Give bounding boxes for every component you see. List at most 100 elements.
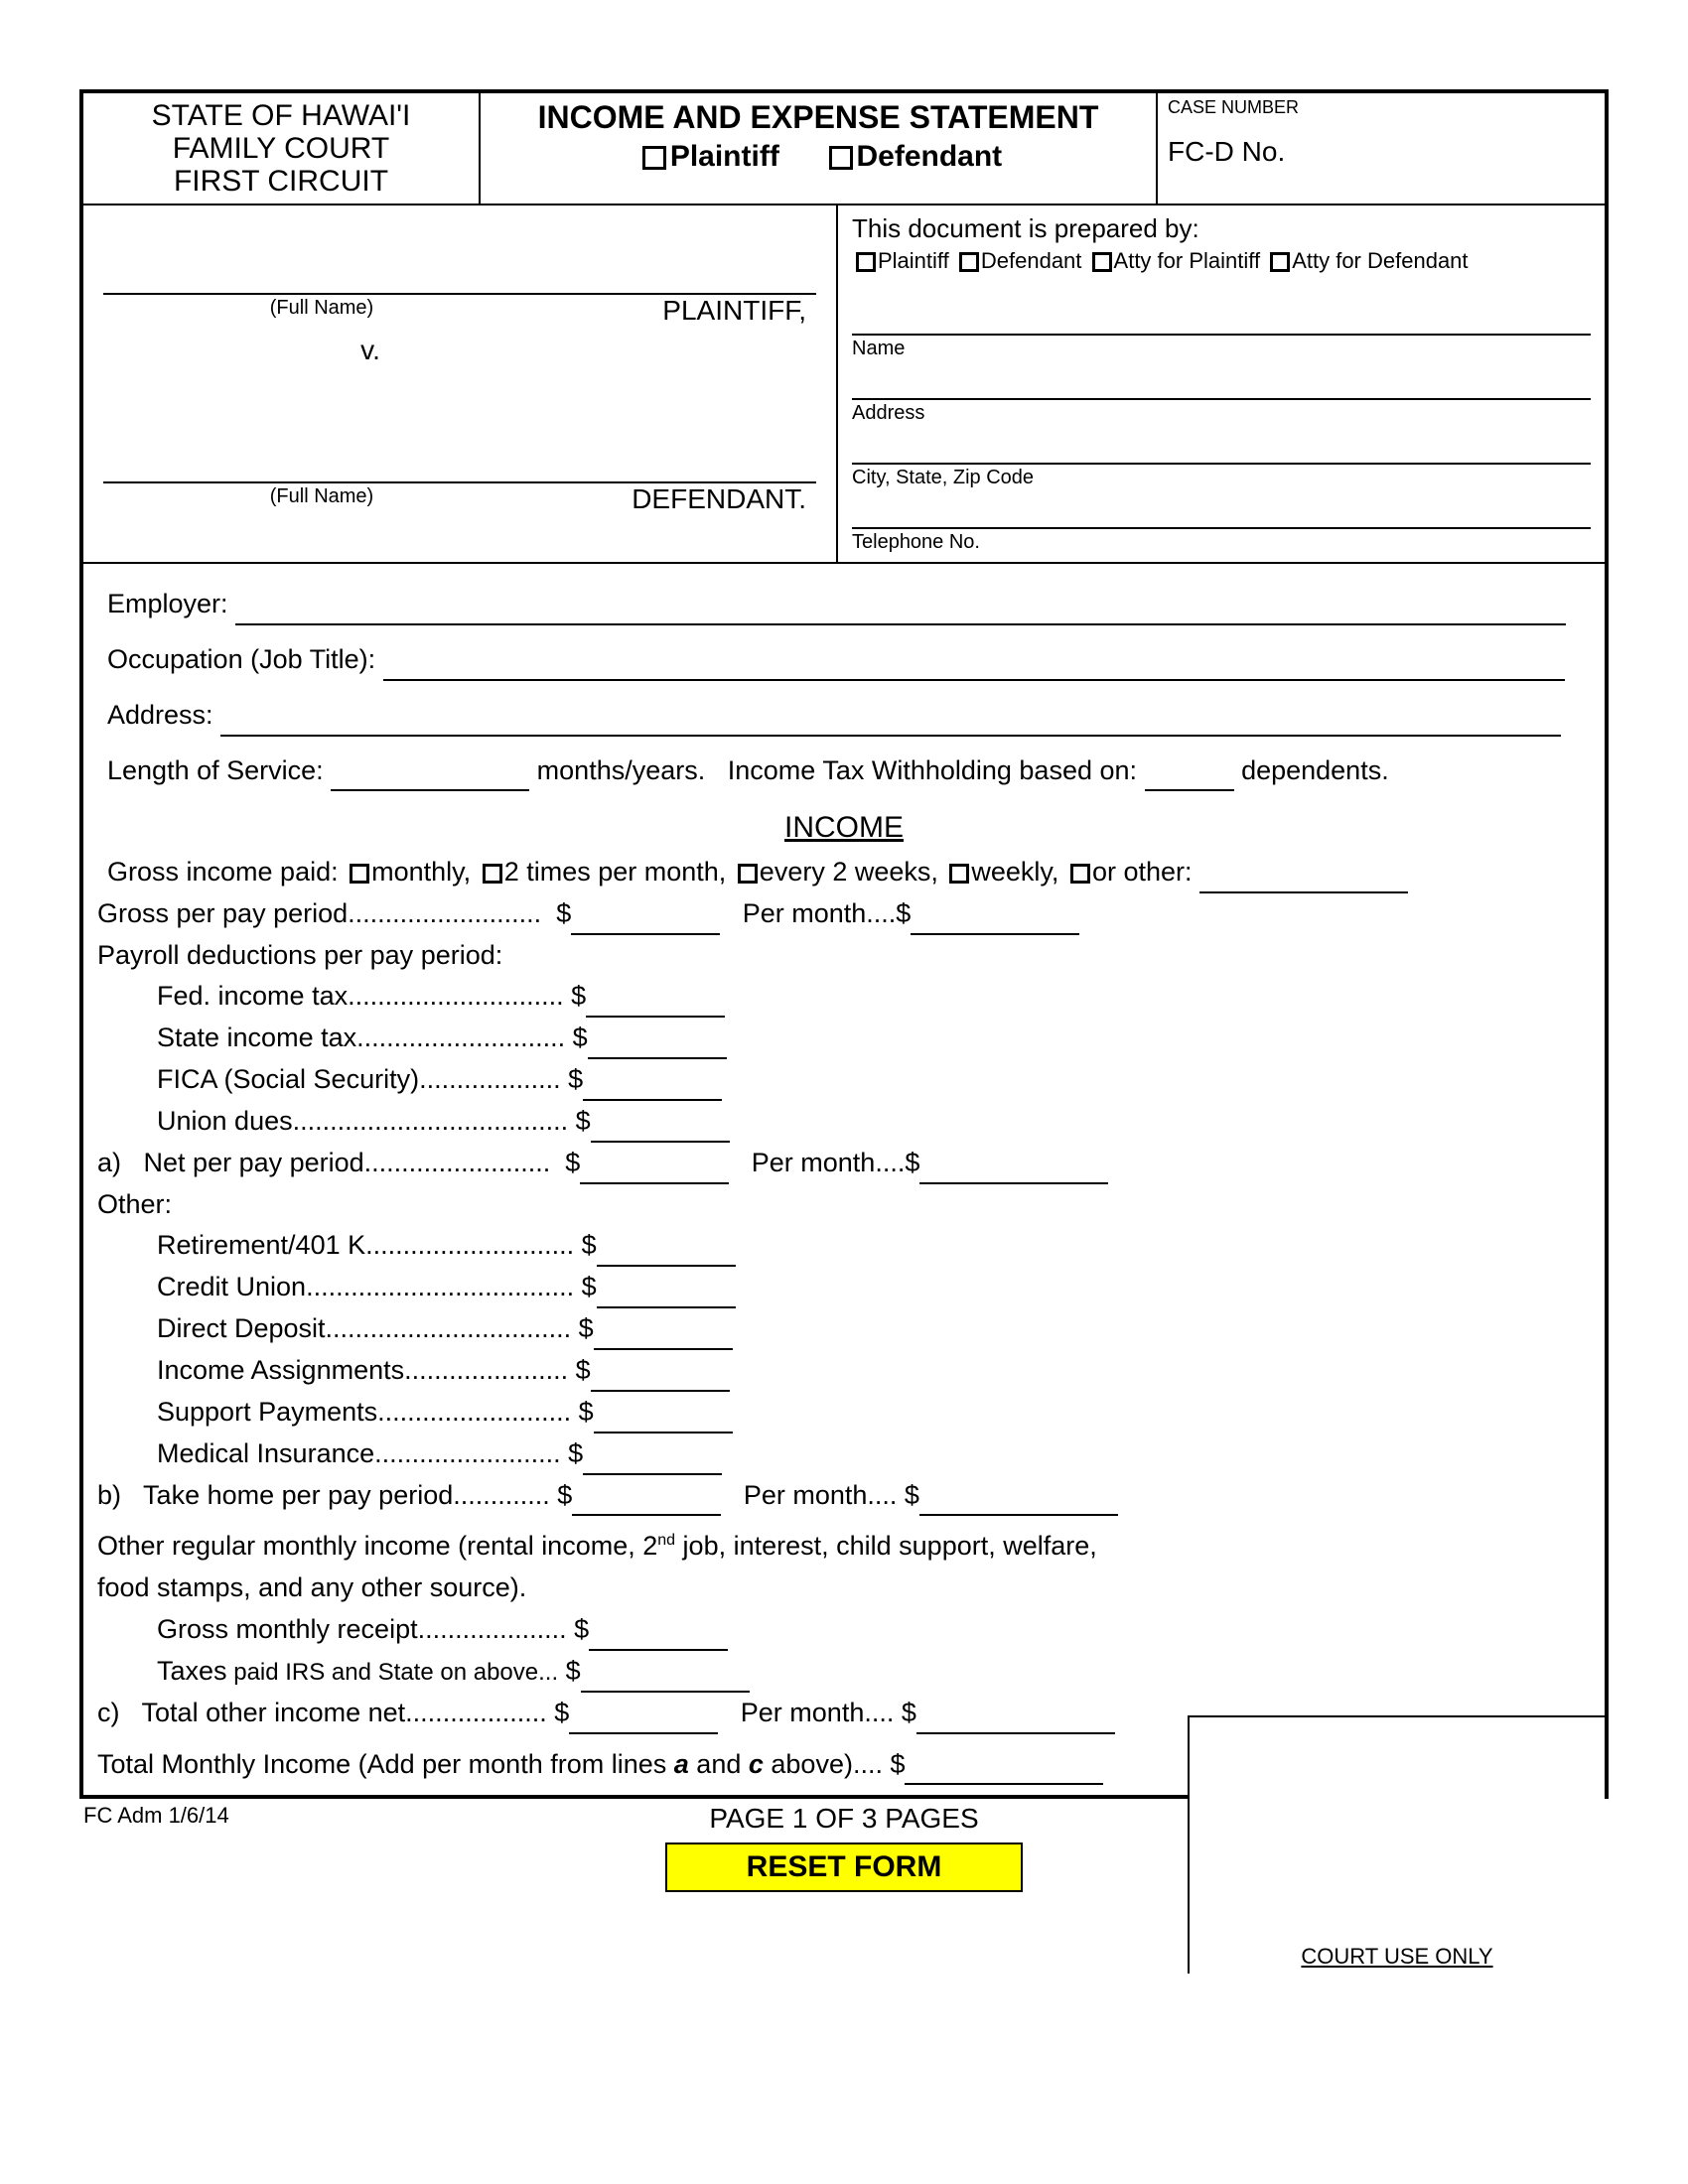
state-tax-field[interactable] [588, 1037, 727, 1059]
direct-deposit-field[interactable] [594, 1328, 733, 1350]
retirement-field[interactable] [597, 1245, 736, 1267]
per-month-2: Per month....$ [752, 1148, 920, 1177]
occupation-field[interactable] [383, 659, 1565, 681]
dollar-6: $ [565, 1148, 580, 1177]
per-month-3: Per month.... $ [744, 1480, 919, 1510]
parties-row: (Full Name) PLAINTIFF, v. (Full Name) DE… [83, 205, 1605, 564]
dollar-2: $ [571, 981, 586, 1011]
case-cell: CASE NUMBER FC-D No. [1158, 93, 1605, 204]
footer-left: FC Adm 1/6/14 [83, 1803, 560, 1835]
plaintiff-fullname-label: (Full Name) [103, 295, 540, 327]
reset-button[interactable]: RESET FORM [665, 1843, 1023, 1892]
employer-field[interactable] [235, 604, 1566, 625]
support-pay-field[interactable] [594, 1412, 733, 1433]
form-title: INCOME AND EXPENSE STATEMENT [492, 99, 1144, 136]
checkbox-plaintiff[interactable] [642, 146, 666, 170]
address-field[interactable] [220, 715, 1561, 737]
net-row: a) Net per pay period...................… [97, 1143, 1581, 1184]
medical-label: Medical Insurance.......................… [157, 1438, 561, 1468]
total-other-field[interactable] [569, 1712, 718, 1734]
medical-field[interactable] [583, 1453, 722, 1475]
retirement-label: Retirement/401 K........................… [157, 1230, 574, 1260]
dependents-field[interactable] [1145, 769, 1234, 791]
net-field[interactable] [580, 1162, 729, 1184]
letter-b: b) [97, 1480, 121, 1510]
header-row: STATE OF HAWAI'I FAMILY COURT FIRST CIRC… [83, 93, 1605, 205]
parties-left: (Full Name) PLAINTIFF, v. (Full Name) DE… [83, 205, 838, 562]
gross-paid-label: Gross income paid: [107, 857, 339, 887]
total-monthly-c: c [749, 1749, 764, 1779]
freq-monthly: monthly, [371, 857, 471, 887]
freq-2xmonth: 2 times per month, [504, 857, 727, 887]
los-unit: months/years. [537, 755, 706, 785]
dollar-5: $ [576, 1106, 591, 1136]
fica-field[interactable] [583, 1079, 722, 1101]
take-home-field[interactable] [572, 1494, 721, 1516]
preparer-phone-line[interactable] [852, 495, 1591, 529]
plaintiff-role: PLAINTIFF, [540, 295, 816, 327]
per-month-4: Per month.... $ [741, 1698, 916, 1727]
checkbox-defendant[interactable] [829, 146, 853, 170]
address-row: Address: [107, 695, 1581, 737]
cb-2weeks[interactable] [738, 864, 758, 884]
freq-other: or other: [1092, 857, 1193, 887]
cb-other[interactable] [1070, 864, 1090, 884]
employer-row: Employer: [107, 584, 1581, 625]
net-month-field[interactable] [919, 1162, 1108, 1184]
gross-per-field[interactable] [571, 913, 720, 935]
total-other-label: Total other income net..................… [142, 1698, 547, 1727]
gross-receipt-field[interactable] [589, 1629, 728, 1651]
service-row: Length of Service: months/years. Income … [107, 751, 1581, 792]
credit-union-label: Credit Union............................… [157, 1272, 574, 1301]
cb-monthly[interactable] [350, 864, 369, 884]
defendant-name-line[interactable] [103, 374, 816, 483]
cb-prep-defendant[interactable] [959, 252, 979, 272]
income-assign-label: Income Assignments...................... [157, 1355, 568, 1385]
body-section: Employer: Occupation (Job Title): Addres… [83, 564, 1605, 1795]
direct-deposit-label: Direct Deposit..........................… [157, 1313, 571, 1343]
taxes-paid-field[interactable] [581, 1671, 750, 1693]
freq-other-field[interactable] [1199, 872, 1408, 893]
total-other-month-field[interactable] [916, 1712, 1115, 1734]
other-regular-row: Other regular monthly income (rental inc… [97, 1526, 1581, 1609]
parties-right: This document is prepared by: Plaintiff … [838, 205, 1605, 562]
cb-weekly[interactable] [949, 864, 969, 884]
fed-tax-field[interactable] [586, 996, 725, 1018]
cb-prep-plaintiff[interactable] [856, 252, 876, 272]
preparer-name-line[interactable] [852, 302, 1591, 336]
gross-receipt-row: Gross monthly receipt...................… [157, 1609, 1581, 1651]
income-heading: INCOME [107, 805, 1581, 852]
los-field[interactable] [331, 769, 529, 791]
preparer-phone-label: Telephone No. [852, 529, 1591, 554]
total-monthly-field[interactable] [905, 1763, 1103, 1785]
gross-month-field[interactable] [911, 913, 1079, 935]
cb-2xmonth[interactable] [483, 864, 502, 884]
take-home-month-field[interactable] [919, 1494, 1118, 1516]
taxes-paid-label2: paid IRS and State on above... [227, 1659, 559, 1686]
credit-union-field[interactable] [597, 1287, 736, 1308]
preparer-address-line[interactable] [852, 366, 1591, 400]
union-field[interactable] [591, 1121, 730, 1143]
credit-union-row: Credit Union............................… [157, 1267, 1581, 1308]
dollar-11: $ [579, 1397, 594, 1427]
dollar-14: $ [574, 1614, 589, 1644]
support-pay-row: Support Payments........................… [157, 1392, 1581, 1433]
fed-tax-row: Fed. income tax.........................… [157, 976, 1581, 1018]
versus: v. [0, 335, 816, 366]
income-assign-field[interactable] [591, 1370, 730, 1392]
letter-c: c) [97, 1698, 120, 1727]
dollar-8: $ [582, 1272, 597, 1301]
preparer-name-label: Name [852, 336, 1591, 360]
preparer-csz-line[interactable] [852, 431, 1591, 465]
fed-tax-label: Fed. income tax.........................… [157, 981, 564, 1011]
cb-prep-atty-defendant[interactable] [1270, 252, 1290, 272]
label-defendant: Defendant [857, 140, 1003, 173]
other-head: Other: [97, 1184, 1581, 1226]
court-line1: STATE OF HAWAI'I [95, 99, 467, 132]
cb-prep-atty-plaintiff[interactable] [1092, 252, 1112, 272]
dollar-12: $ [568, 1438, 583, 1468]
dollar-16: $ [554, 1698, 569, 1727]
footer-mid: PAGE 1 OF 3 PAGES [560, 1803, 1128, 1835]
court-line2: FAMILY COURT [95, 132, 467, 165]
plaintiff-name-line[interactable] [103, 215, 816, 295]
